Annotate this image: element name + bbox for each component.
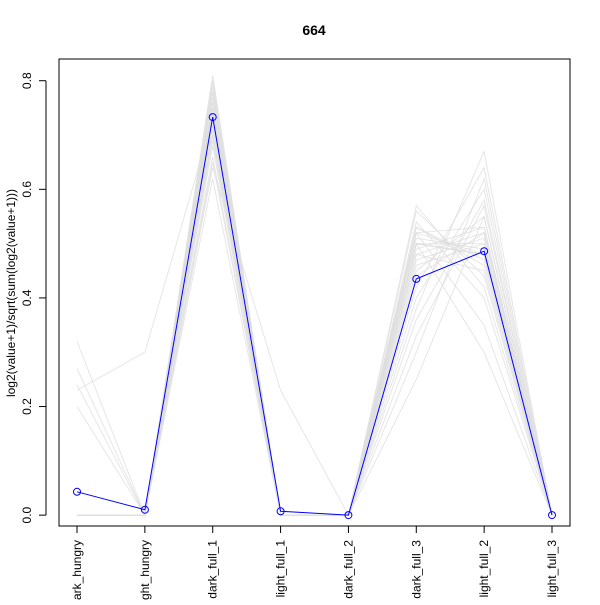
highlight-data-point [208,113,217,122]
x-axis: dark_hungry ght_hungry dark_full_1 light_fu… [70,525,559,605]
y-tick-label: 0.4 [20,289,34,306]
highlight-data-point [276,507,285,516]
x-tick-label: dark_hungry [70,540,84,600]
background-series-line [77,107,553,516]
y-tick-label: 0.0 [20,506,34,523]
highlight-series-line [76,117,553,516]
x-tick-label: light_full_2 [477,540,491,598]
x-tick-label: dark_full_3 [409,540,423,599]
highlight-data-point [344,511,353,520]
highlight-data-point [412,274,421,283]
y-tick-label: 0.2 [20,398,34,415]
x-tick-label: dark_full_2 [341,540,355,599]
y-tick-label: 0.8 [20,72,34,89]
y-axis: 0.0 0.2 0.4 0.6 0.8 [20,72,47,523]
highlight-data-point [73,487,81,496]
highlight-data-point [548,511,556,520]
x-tick-label: light_full_3 [545,540,559,598]
x-tick-label: light_full_1 [274,540,288,598]
background-series-line [77,167,553,517]
highlight-data-point [140,505,149,514]
x-tick-label: dark_full_1 [206,540,220,599]
chart-title: 664 [302,22,326,38]
x-tick-label: ght_hungry [138,540,152,600]
y-axis-label: log2(value+1)/sqrt(sum(log2(value+1))) [4,189,18,397]
y-tick-label: 0.6 [20,181,34,198]
plot-frame [58,58,571,527]
highlight-data-point [480,247,489,256]
highlight-series-group [73,113,556,520]
